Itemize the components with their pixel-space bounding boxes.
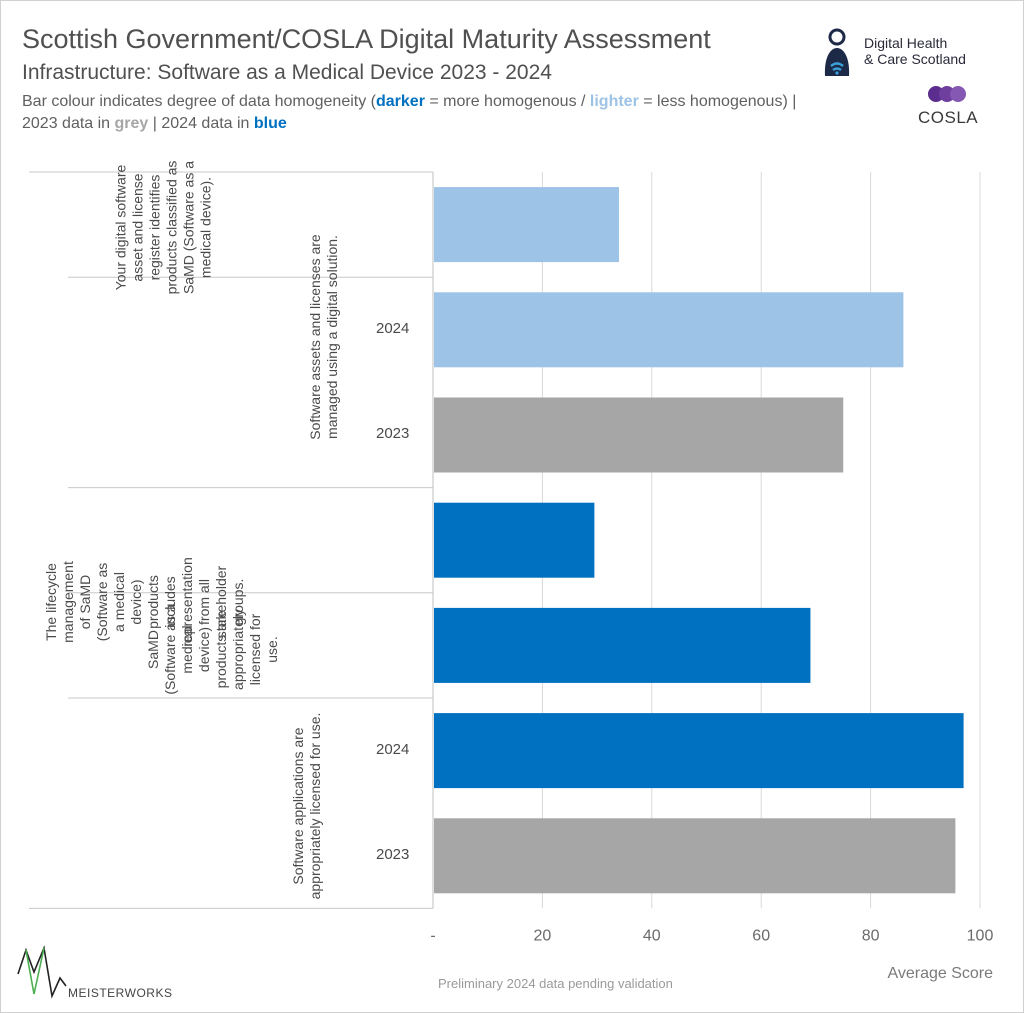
- x-tick-label: -: [430, 927, 435, 944]
- bar-5: [434, 607, 811, 683]
- cosla-logo-icon: [928, 86, 966, 102]
- dhcs-logo-icon: [824, 28, 850, 76]
- x-tick-label: 100: [967, 927, 994, 944]
- x-tick-label: 60: [752, 927, 770, 944]
- row-label-q5: Software applications are appropriately …: [290, 712, 323, 900]
- cosla-logo: COSLA: [908, 84, 998, 134]
- bar-1: [434, 187, 619, 263]
- digital-health-care-scotland-logo: Digital Health & Care Scotland: [820, 26, 1010, 82]
- cosla-logo-text: COSLA: [918, 108, 979, 127]
- desc-blue: blue: [253, 115, 287, 132]
- x-axis-label: Average Score: [887, 965, 993, 982]
- year-label-2024-q2: 2024: [376, 320, 410, 337]
- desc-text-4: | 2024 data in: [148, 115, 254, 132]
- x-tick-label: 80: [862, 927, 880, 944]
- page-subtitle: Infrastructure: Software as a Medical De…: [22, 61, 552, 84]
- bar-7: [434, 818, 956, 894]
- x-tick-label: 20: [534, 927, 552, 944]
- year-label-2024-q5: 2024: [376, 741, 410, 758]
- desc-grey: grey: [114, 115, 149, 132]
- meisterworks-logo-icon: [17, 945, 67, 999]
- row-label-q2: Software assets and licenses are managed…: [307, 234, 340, 440]
- row-label-q1: Your digital software asset and license …: [112, 160, 214, 295]
- desc-darker: darker: [376, 93, 425, 110]
- desc-lighter: lighter: [589, 93, 639, 110]
- bar-4: [434, 502, 595, 578]
- chart-description: Bar colour indicates degree of data homo…: [22, 91, 802, 135]
- chart-bars: [434, 187, 964, 894]
- desc-text-1: Bar colour indicates degree of data homo…: [22, 93, 376, 110]
- footer-note: Preliminary 2024 data pending validation: [438, 976, 673, 991]
- bar-2: [434, 292, 904, 368]
- x-axis-ticks: - 20 40 60 80 100: [430, 927, 993, 944]
- meisterworks-logo: MEISTERWORKS: [14, 944, 174, 1004]
- row-label-q4: SaMD (Software as a medical device) prod…: [145, 604, 280, 695]
- year-label-2023-q2: 2023: [376, 425, 410, 442]
- x-tick-label: 40: [643, 927, 661, 944]
- desc-text-2: = more homogenous /: [424, 93, 590, 110]
- bar-3: [434, 397, 844, 473]
- bar-6: [434, 713, 964, 789]
- meisterworks-logo-text: MEISTERWORKS: [68, 986, 173, 1000]
- row-dividers: [29, 171, 433, 909]
- desc-text-3: = less homogenous) | 2023 data in: [22, 93, 797, 132]
- dhcs-logo-text: Digital Health & Care Scotland: [864, 35, 966, 67]
- page-title: Scottish Government/COSLA Digital Maturi…: [22, 24, 711, 54]
- year-label-2023-q5: 2023: [376, 846, 410, 863]
